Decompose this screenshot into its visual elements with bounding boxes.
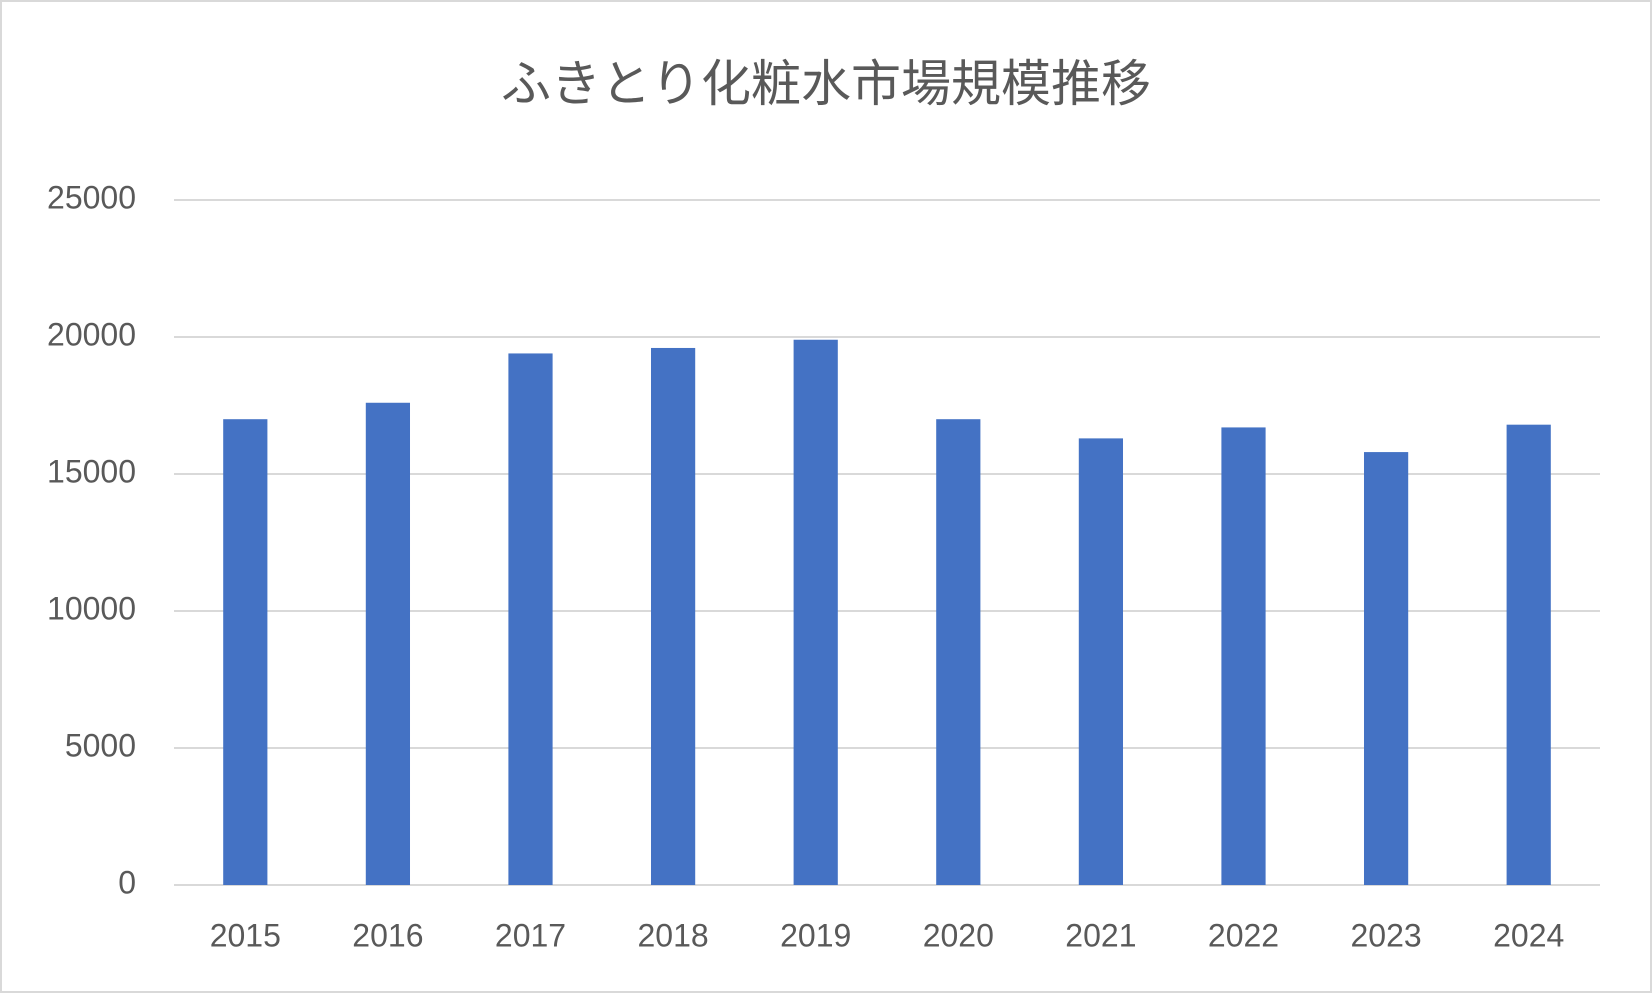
x-tick-label: 2024 xyxy=(1493,917,1564,953)
bar xyxy=(650,347,696,886)
x-tick-label: 2018 xyxy=(638,917,709,953)
y-tick-label: 10000 xyxy=(47,590,136,626)
x-tick-label: 2021 xyxy=(1065,917,1136,953)
x-tick-label: 2015 xyxy=(210,917,281,953)
bar xyxy=(365,402,411,885)
bar xyxy=(1506,424,1551,885)
bar xyxy=(793,339,838,885)
bar xyxy=(936,419,981,885)
y-tick-label: 15000 xyxy=(47,453,136,489)
bar xyxy=(1221,427,1266,885)
chart-title: ふきとり化粧水市場規模推移 xyxy=(501,56,1151,112)
bar xyxy=(508,353,553,885)
x-tick-label: 2017 xyxy=(495,917,566,953)
x-tick-label: 2022 xyxy=(1208,917,1279,953)
x-tick-label: 2019 xyxy=(780,917,851,953)
y-tick-label: 20000 xyxy=(47,316,136,352)
x-tick-label: 2020 xyxy=(923,917,994,953)
bar xyxy=(1078,438,1124,885)
x-tick-label: 2016 xyxy=(352,917,423,953)
x-tick-label: 2023 xyxy=(1351,917,1422,953)
bar xyxy=(223,419,268,885)
y-tick-label: 0 xyxy=(118,864,136,900)
y-tick-label: 25000 xyxy=(47,179,136,215)
bar xyxy=(1363,452,1409,885)
y-tick-label: 5000 xyxy=(65,727,136,763)
